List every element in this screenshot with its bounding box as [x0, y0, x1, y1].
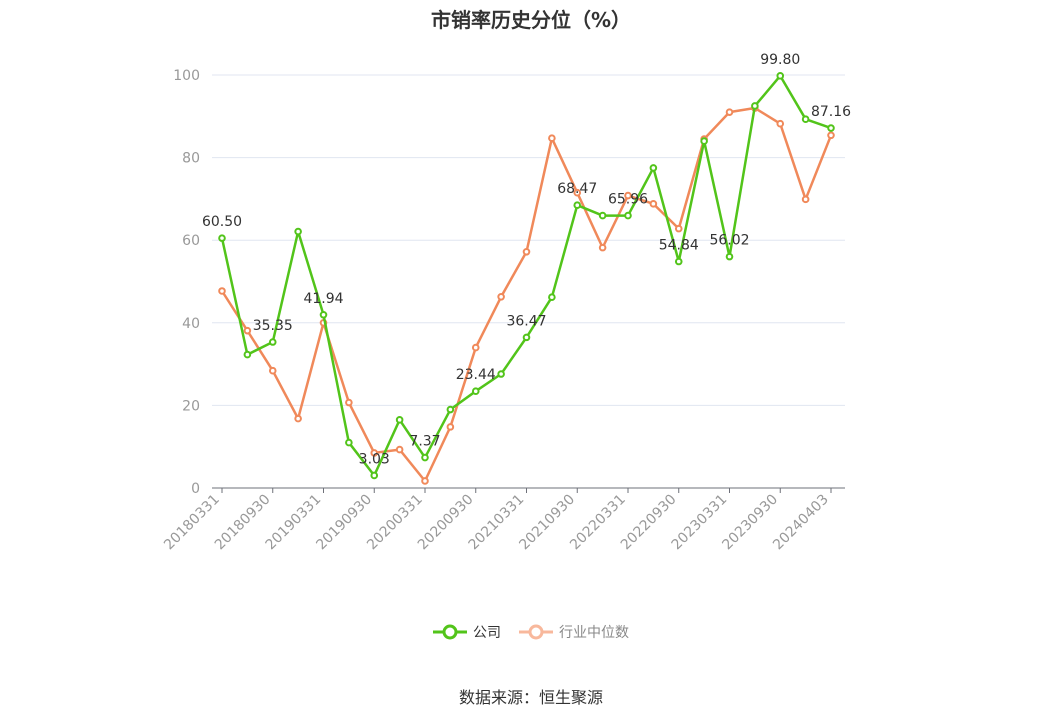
data-label: 3.03 — [359, 451, 390, 467]
series-1-point[interactable] — [598, 243, 607, 252]
series-1-point[interactable] — [446, 423, 455, 431]
series-1-point[interactable] — [624, 191, 632, 200]
series-0-point[interactable] — [370, 471, 379, 480]
series-0-point[interactable] — [522, 333, 531, 342]
y-tick-label: 20 — [182, 398, 200, 414]
series-0-point[interactable] — [548, 293, 556, 301]
series-0-point[interactable] — [801, 115, 810, 123]
series-0-point[interactable] — [319, 310, 328, 319]
series-0-point[interactable] — [827, 124, 835, 132]
series-1-point[interactable] — [548, 134, 556, 142]
data-label: 36.47 — [506, 313, 546, 329]
series-line-0 — [220, 74, 832, 477]
series-0-point[interactable] — [573, 201, 582, 210]
series-0-point[interactable] — [471, 387, 480, 395]
chart-title: 市销率历史分位（%） — [430, 8, 632, 32]
series-1-point[interactable] — [294, 414, 302, 423]
series-0-point[interactable] — [421, 453, 429, 462]
data-label: 54.84 — [659, 238, 699, 254]
series-0-point[interactable] — [243, 350, 252, 359]
series-1-point[interactable] — [268, 366, 277, 375]
series-1-point[interactable] — [421, 477, 429, 485]
y-tick-label: 0 — [191, 481, 200, 497]
series-0-point[interactable] — [624, 211, 632, 220]
y-tick-label: 40 — [182, 316, 200, 332]
data-label: 7.37 — [409, 434, 440, 450]
series-0-point[interactable] — [649, 164, 658, 172]
series-0-point[interactable] — [751, 102, 759, 110]
series-1-point[interactable] — [674, 224, 683, 233]
source-note: 数据来源：恒生聚源 — [458, 688, 603, 707]
data-label: 99.80 — [760, 52, 800, 68]
legend-industry-icon — [519, 624, 553, 640]
data-label: 56.02 — [709, 233, 749, 249]
data-label: 35.35 — [253, 318, 293, 334]
series-1-point[interactable] — [827, 131, 835, 140]
legend-company-icon — [433, 624, 467, 640]
series-1-point[interactable] — [725, 108, 734, 116]
legend-item-company[interactable]: 公司 — [433, 622, 501, 642]
series-1-point[interactable] — [522, 247, 531, 256]
series-1-point[interactable] — [370, 449, 379, 457]
data-label: 41.94 — [303, 291, 343, 307]
series-1-point[interactable] — [395, 445, 404, 454]
legend-label-industry-median: 行业中位数 — [559, 625, 629, 641]
series-0-point[interactable] — [725, 252, 734, 261]
y-tick-label: 100 — [173, 68, 200, 84]
axes: 0204060801002018033120180930201903312019… — [161, 68, 845, 553]
series-0-point[interactable] — [395, 416, 404, 424]
series-1-point[interactable] — [345, 398, 353, 407]
series-0-point[interactable] — [345, 438, 353, 447]
series-1-point[interactable] — [471, 343, 480, 352]
series-lines — [218, 72, 835, 485]
series-0-point[interactable] — [674, 257, 683, 266]
data-label: 23.44 — [456, 367, 496, 383]
series-0-point[interactable] — [497, 370, 505, 378]
y-tick-label: 60 — [182, 233, 200, 249]
series-0-point[interactable] — [268, 338, 277, 346]
series-1-point[interactable] — [497, 292, 505, 301]
legend-item-industry-median[interactable]: 行业中位数 — [519, 622, 629, 642]
series-1-point[interactable] — [776, 119, 785, 128]
series-1-point[interactable] — [649, 200, 658, 208]
legend: 公司 行业中位数 — [0, 622, 1062, 642]
legend-label-company: 公司 — [473, 625, 501, 641]
series-0-point[interactable] — [446, 405, 455, 414]
series-1-point[interactable] — [243, 326, 252, 335]
data-labels: 60.50 35.35 41.94 3.03 7.37 23.44 36.47 68.47 65… — [202, 52, 851, 468]
series-0-point[interactable] — [294, 227, 302, 236]
x-tick-label: 20240403 — [770, 492, 832, 554]
data-label: 87.16 — [811, 104, 851, 120]
series-0-point[interactable] — [218, 234, 226, 242]
series-0-point[interactable] — [776, 72, 785, 80]
series-1-point[interactable] — [801, 195, 810, 204]
series-1-point[interactable] — [218, 287, 226, 295]
series-0-point[interactable] — [598, 211, 607, 220]
series-1-point[interactable] — [573, 188, 582, 197]
series-0-point[interactable] — [700, 137, 708, 145]
data-label: 60.50 — [202, 214, 242, 230]
y-tick-label: 80 — [182, 151, 200, 167]
data-label: 65.96 — [608, 192, 648, 208]
data-label: 68.47 — [557, 181, 597, 197]
